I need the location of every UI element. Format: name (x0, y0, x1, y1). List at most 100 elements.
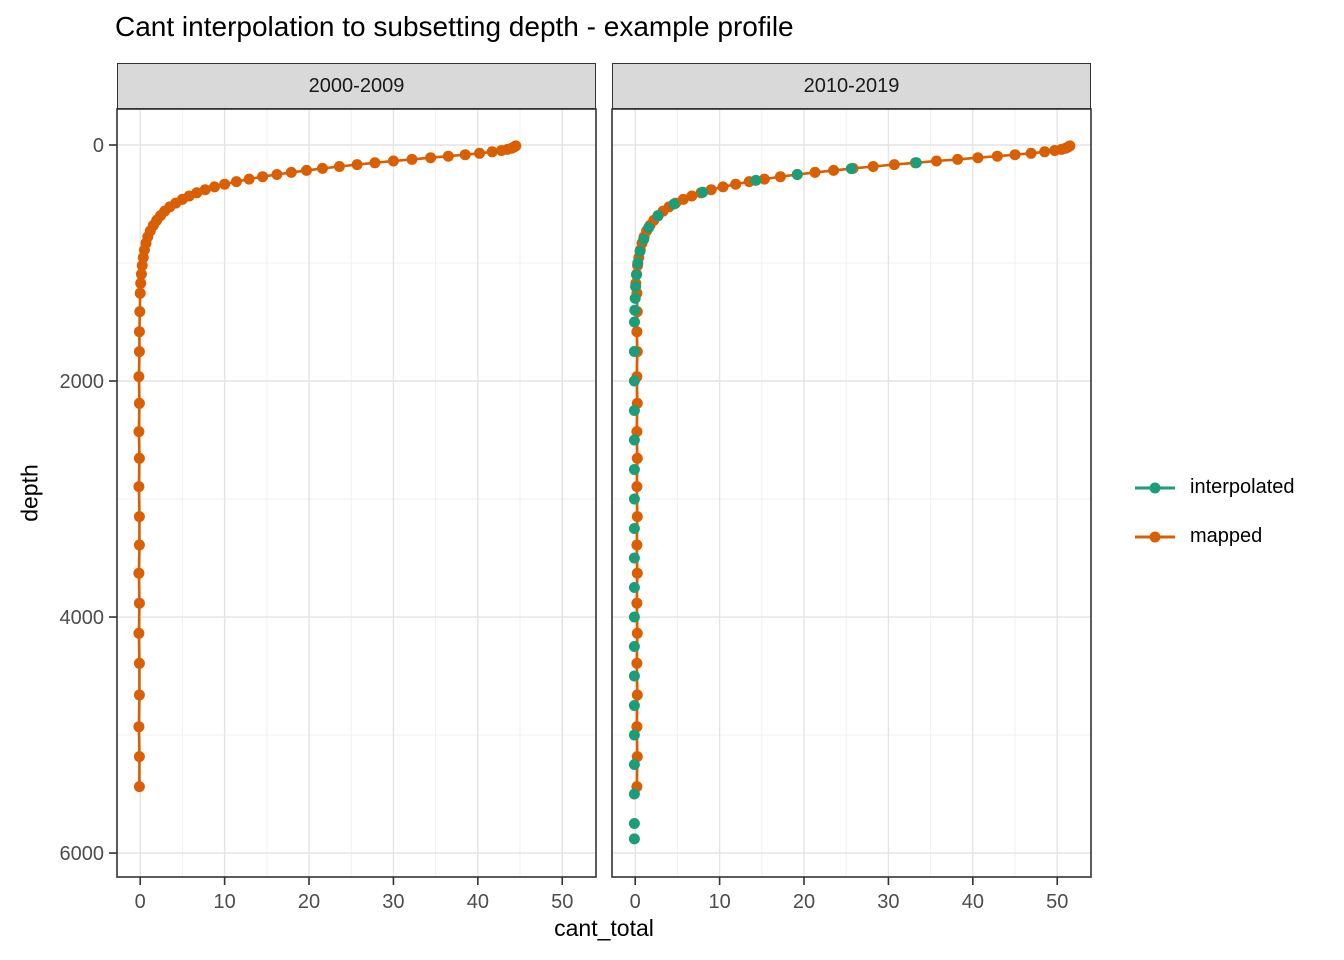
legend: interpolated mapped (1133, 476, 1295, 548)
interpolated-point (628, 582, 640, 593)
interpolated-point (628, 700, 640, 711)
mapped-point (133, 481, 145, 493)
mapped-point (705, 184, 717, 196)
mapped-point (474, 147, 485, 159)
interpolated-point (910, 157, 922, 169)
mapped-point (631, 481, 643, 493)
facet-strip-label: 2010-2019 (803, 74, 900, 97)
mapped-point (369, 157, 381, 169)
legend-item-mapped: mapped (1133, 525, 1295, 548)
interpolated-point (628, 493, 640, 505)
mapped-point (1039, 146, 1051, 158)
mapped-point (219, 178, 231, 190)
x-tick-label: 40 (467, 891, 489, 913)
legend-label: interpolated (1190, 476, 1295, 498)
mapped-point (496, 145, 507, 156)
interpolated-point (634, 245, 646, 257)
interpolated-point (628, 759, 640, 770)
interpolated-point (628, 729, 640, 741)
panel-border (116, 108, 597, 878)
mapped-point (271, 169, 283, 180)
legend-key-interpolated-icon (1135, 482, 1175, 493)
mapped-point (952, 153, 964, 165)
legend-label: mapped (1190, 525, 1263, 547)
mapped-point (133, 511, 145, 523)
facet-strip-label: 2000-2009 (308, 74, 405, 97)
interpolated-point (628, 788, 640, 800)
y-tick-label: 2000 (60, 371, 105, 393)
mapped-point (133, 452, 145, 464)
mapped-point (243, 173, 255, 185)
mapped-point (199, 184, 211, 196)
mapped-point (333, 161, 345, 172)
x-tick-label: 10 (708, 891, 730, 913)
mapped-point (758, 173, 770, 185)
facet-strip: 2000-2009 (117, 63, 596, 109)
mapped-point (133, 597, 145, 609)
mapped-point (317, 162, 328, 174)
mapped-point (631, 511, 643, 523)
mapped-point (888, 159, 900, 171)
y-tick-label: 0 (93, 135, 104, 157)
mapped-point (991, 150, 1003, 162)
mapped-point (133, 397, 145, 409)
x-tick-label: 50 (1046, 891, 1068, 913)
mapped-point (631, 689, 643, 701)
mapped-point (972, 152, 984, 164)
mapped-point (285, 166, 297, 178)
x-tick-label: 30 (877, 891, 899, 913)
interpolated-point (629, 316, 640, 328)
mapped-point (686, 190, 698, 202)
y-axis-title: depth (16, 464, 43, 522)
interpolated-point (791, 169, 803, 180)
legend-key-mapped-icon (1135, 531, 1175, 542)
mapped-point (351, 159, 363, 171)
interpolated-point (630, 281, 642, 293)
mapped-point (387, 155, 399, 167)
mapped-point (209, 181, 220, 193)
x-tick-label: 10 (213, 891, 235, 913)
interpolated-point (631, 269, 642, 281)
interpolated-point (632, 257, 644, 269)
interpolated-point (668, 198, 680, 210)
mapped-point (406, 153, 418, 165)
mapped-point (257, 171, 269, 183)
mapped-point (1009, 149, 1021, 161)
mapped-point (1049, 145, 1061, 156)
mapped-point (301, 164, 312, 176)
y-tick-label: 4000 (60, 607, 105, 629)
x-tick-label: 40 (962, 891, 984, 913)
x-tick-label: 30 (382, 891, 404, 913)
interpolated-point (628, 375, 640, 387)
mapped-point (631, 567, 643, 579)
mapped-point (136, 260, 148, 271)
interpolated-point (628, 405, 640, 416)
interpolated-point (628, 641, 640, 652)
mapped-point (442, 150, 454, 162)
mapped-point (133, 721, 145, 733)
mapped-point (774, 171, 786, 183)
interpolated-point (628, 552, 640, 564)
interpolated-point (643, 222, 655, 234)
mapped-point (828, 164, 840, 176)
interpolated-point (845, 163, 857, 175)
interpolated-point (697, 186, 709, 198)
panel-background (612, 109, 1091, 877)
interpolated-point (628, 523, 640, 534)
mapped-point (631, 721, 643, 733)
mapped-point (631, 426, 643, 438)
interpolated-point (629, 304, 641, 316)
panel-background (117, 109, 596, 877)
mapped-point (133, 539, 145, 551)
interpolated-point (628, 833, 640, 845)
interpolated-point (628, 434, 640, 446)
mapped-point (133, 627, 145, 639)
mapped-point (717, 181, 729, 193)
interpolated-point (628, 611, 640, 623)
mapped-point (1025, 147, 1037, 159)
mapped-point (809, 166, 821, 178)
chart-title: Cant interpolation to subsetting depth -… (115, 11, 794, 42)
mapped-point (486, 146, 498, 158)
mapped-point (135, 268, 147, 280)
